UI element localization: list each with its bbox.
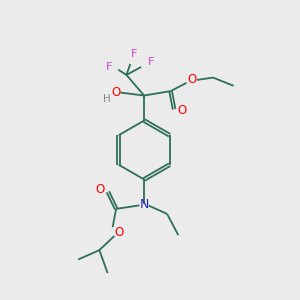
Text: O: O [112,86,121,99]
Text: O: O [115,226,124,239]
Text: F: F [106,62,112,72]
Text: O: O [178,104,187,117]
Text: H: H [103,94,110,104]
Text: O: O [187,74,196,86]
Text: O: O [95,183,104,196]
Text: F: F [130,49,137,59]
Text: N: N [140,198,149,211]
Text: F: F [148,57,155,67]
